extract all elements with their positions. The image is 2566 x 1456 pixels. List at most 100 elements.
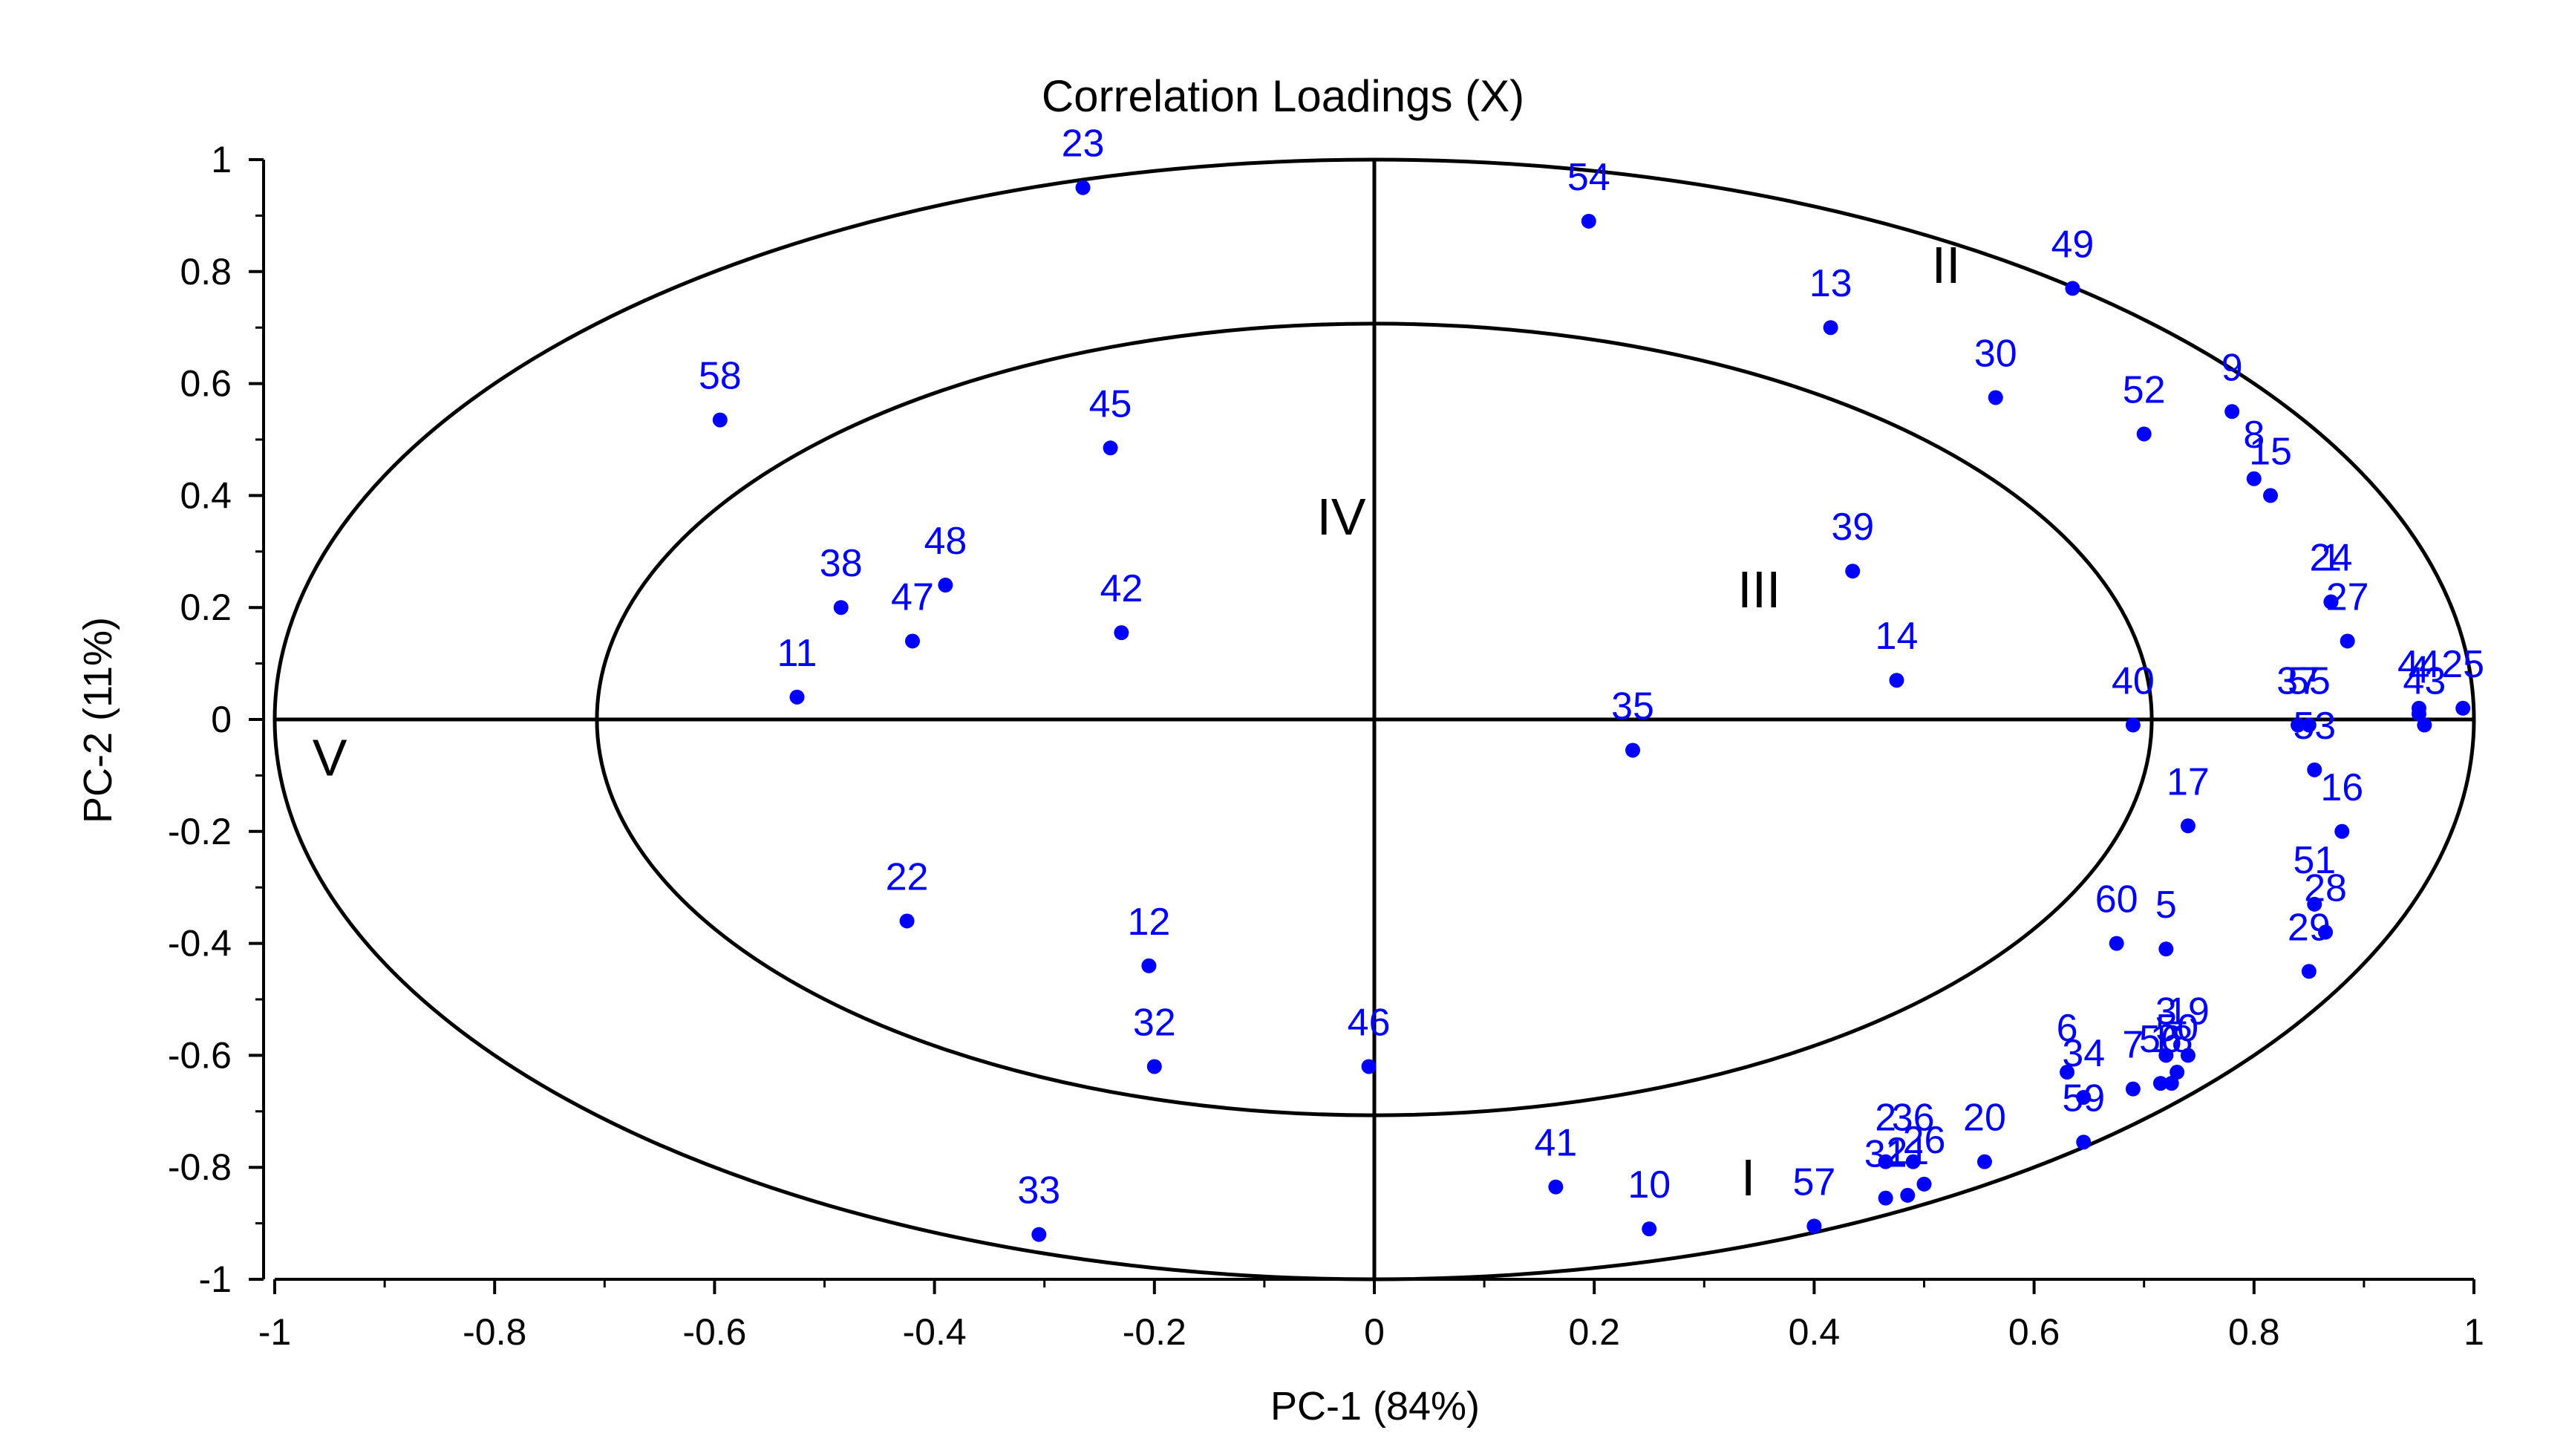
y-tick-label: 0.4 bbox=[180, 474, 232, 516]
data-point bbox=[1642, 1221, 1657, 1237]
y-tick-label: 0.6 bbox=[180, 363, 232, 405]
data-point bbox=[2076, 1135, 2092, 1150]
data-point bbox=[1905, 1154, 1921, 1169]
data-point bbox=[2109, 936, 2124, 951]
data-point-label: 26 bbox=[1903, 1119, 1946, 1162]
data-point-label: 2 bbox=[1875, 1097, 1896, 1140]
data-point-label: 1 bbox=[2320, 537, 2342, 580]
data-point-label: 9 bbox=[2221, 346, 2243, 389]
data-point-label: 46 bbox=[1348, 1001, 1391, 1044]
data-point bbox=[712, 412, 728, 428]
data-point-label: 36 bbox=[1892, 1097, 1935, 1140]
data-point-label: 54 bbox=[1567, 156, 1610, 199]
data-point bbox=[1916, 1176, 1932, 1192]
y-tick-label: 0.2 bbox=[180, 587, 232, 628]
data-point-label: 19 bbox=[2167, 990, 2210, 1033]
data-point bbox=[2246, 471, 2262, 486]
x-tick-label: 0.6 bbox=[2008, 1311, 2060, 1353]
data-point-label: 47 bbox=[891, 575, 934, 618]
data-point-label: 55 bbox=[2288, 660, 2331, 703]
data-point bbox=[2417, 717, 2432, 733]
data-point-label: 33 bbox=[1017, 1169, 1060, 1212]
data-point-label: 39 bbox=[1831, 506, 1874, 549]
data-point-label: 4 bbox=[2408, 648, 2429, 691]
region-label: V bbox=[313, 728, 347, 786]
data-point bbox=[2411, 700, 2426, 716]
data-point-label: 43 bbox=[2403, 660, 2446, 703]
data-point bbox=[2180, 1048, 2196, 1063]
data-point bbox=[1889, 673, 1904, 688]
data-point bbox=[2125, 1081, 2141, 1097]
data-point bbox=[1806, 1218, 1822, 1234]
data-point bbox=[2318, 924, 2334, 940]
data-point-label: 40 bbox=[2112, 660, 2155, 703]
data-point bbox=[1625, 742, 1641, 758]
data-point-label: 27 bbox=[2326, 575, 2369, 618]
data-point-label: 48 bbox=[924, 520, 967, 563]
x-tick-label: -0.2 bbox=[1123, 1311, 1186, 1353]
data-point bbox=[2334, 823, 2350, 839]
data-point bbox=[1548, 1179, 1564, 1195]
data-point bbox=[789, 689, 805, 705]
data-point-label: 35 bbox=[1611, 685, 1654, 728]
data-point bbox=[1103, 440, 1118, 456]
data-point bbox=[2136, 426, 2152, 442]
data-point bbox=[2301, 964, 2317, 979]
data-point bbox=[938, 578, 953, 593]
data-point-label: 58 bbox=[699, 355, 742, 398]
data-point bbox=[1823, 320, 1838, 336]
data-point-label: 8 bbox=[2243, 414, 2265, 457]
data-point bbox=[1976, 1154, 1992, 1169]
x-axis-ticks: -1 -0.8 -0.6 -0.4 -0.2 0 0.2 0.4 0.6 0.8 1 bbox=[258, 1279, 2484, 1353]
data-point bbox=[2125, 717, 2141, 733]
data-point bbox=[2340, 633, 2355, 649]
data-point-label: 22 bbox=[886, 855, 929, 898]
data-point-label: 17 bbox=[2167, 760, 2210, 803]
data-point bbox=[904, 633, 920, 649]
data-point-label: 14 bbox=[1875, 615, 1919, 658]
x-axis-label: PC-1 (84%) bbox=[1270, 1384, 1480, 1429]
data-point-label: 25 bbox=[2441, 643, 2484, 686]
data-point-label: 23 bbox=[1062, 123, 1105, 166]
data-point bbox=[1900, 1187, 1916, 1203]
y-tick-label: 1 bbox=[211, 139, 232, 180]
data-point bbox=[2323, 594, 2339, 610]
x-tick-label: 0.8 bbox=[2228, 1311, 2280, 1353]
data-point bbox=[2076, 1089, 2092, 1105]
data-point bbox=[1878, 1190, 1893, 1206]
data-point bbox=[2158, 1048, 2174, 1063]
data-point-label: 10 bbox=[1628, 1163, 1671, 1207]
x-tick-label: -0.4 bbox=[903, 1311, 967, 1353]
data-point-label: 29 bbox=[2288, 906, 2331, 949]
data-point-label: 57 bbox=[1792, 1160, 1835, 1204]
data-point bbox=[1031, 1227, 1047, 1242]
data-point bbox=[2065, 281, 2080, 296]
y-tick-label: -0.8 bbox=[168, 1146, 232, 1188]
data-point bbox=[2152, 1076, 2168, 1091]
data-point-label: 5 bbox=[2155, 884, 2177, 927]
x-tick-label: 0 bbox=[1364, 1311, 1385, 1353]
y-tick-label: -0.6 bbox=[168, 1034, 232, 1076]
region-label: IV bbox=[1316, 488, 1365, 546]
data-point bbox=[1146, 1059, 1162, 1074]
data-point bbox=[2301, 717, 2317, 733]
data-point-label: 37 bbox=[2276, 660, 2319, 703]
x-tick-label: 0.4 bbox=[1789, 1311, 1841, 1353]
data-point-label: 51 bbox=[2293, 839, 2336, 882]
region-label: II bbox=[1932, 236, 1961, 294]
data-point-label: 50 bbox=[2155, 1007, 2198, 1050]
y-axis-label: PC-2 (11%) bbox=[76, 617, 120, 823]
data-point-label: 60 bbox=[2095, 878, 2138, 921]
data-point bbox=[1361, 1059, 1377, 1074]
chart-title: Correlation Loadings (X) bbox=[1042, 71, 1524, 121]
data-point bbox=[1581, 213, 1596, 229]
data-point bbox=[2263, 488, 2279, 503]
data-point-label: 56 bbox=[2139, 1018, 2182, 1061]
data-point-label: 6 bbox=[2057, 1007, 2078, 1050]
data-point-label: 15 bbox=[2249, 430, 2292, 473]
region-label: III bbox=[1737, 561, 1780, 618]
data-point-label: 42 bbox=[1100, 567, 1143, 610]
data-point bbox=[2455, 700, 2471, 716]
